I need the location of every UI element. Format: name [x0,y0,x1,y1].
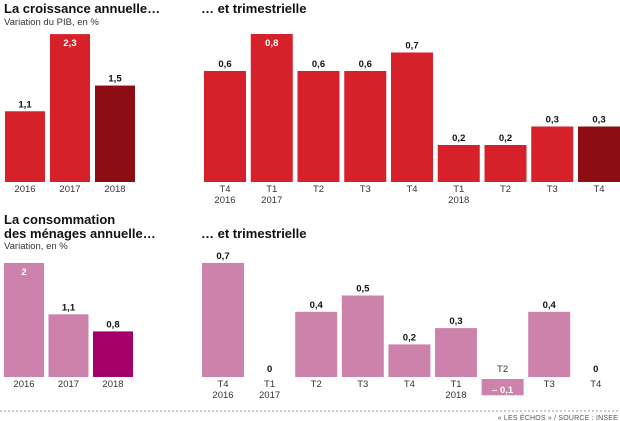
gdp-annual-subtitle: Variation du PIB, en % [4,17,99,28]
gdp_annual-bar-0 [5,111,45,182]
gdp_quarterly-value-label-4: 0,7 [405,41,418,52]
cons_quarterly-tick-label-3: T3 [357,379,368,390]
cons-annual-subtitle: Variation, en % [4,241,68,252]
gdp_quarterly-value-label-5: 0,2 [452,133,465,144]
cons_quarterly-value-label-0: 0,7 [216,251,229,262]
cons_annual-value-label-1: 1,1 [62,302,76,313]
cons_quarterly-tick-label-6: T2 [497,364,508,375]
cons_quarterly-tick-label-7: T3 [544,379,555,390]
cons_quarterly-tick-label-5: T1 [450,379,461,390]
gdp_quarterly-bar-5 [437,145,480,182]
cons_quarterly-bar-7 [528,311,571,377]
cons_quarterly-value-label-1: 0 [267,364,272,375]
cons_quarterly-tick-label-8: T4 [590,379,601,390]
gdp_quarterly-bar-0 [204,71,246,182]
gdp_quarterly-tick-label-0-year: 2016 [214,195,235,206]
gdp_annual-bar-2 [95,85,135,182]
cons_quarterly-tick-label-0-year: 2016 [212,390,233,401]
gdp-annual-title: La croissance annuelle… [4,1,160,16]
gdp_quarterly-tick-label-3: T3 [360,184,371,195]
cons_quarterly-bar-6 [481,379,524,396]
gdp_quarterly-bar-6 [484,145,527,182]
cons_quarterly-value-label-7: 0,4 [543,300,557,311]
cons_quarterly-tick-label-1: T1 [264,379,275,390]
cons_quarterly-value-label-5: 0,3 [449,316,462,327]
cons_quarterly-tick-label-5-year: 2018 [445,390,466,401]
cons_annual-bar-0 [4,263,44,377]
cons_annual-value-label-0: 2 [21,267,26,278]
cons_quarterly-tick-label-1-year: 2017 [259,390,280,401]
gdp-quarterly-title: … et trimestrielle [201,1,307,16]
gdp_quarterly-tick-label-2: T2 [313,184,324,195]
gdp_annual-bar-1 [50,34,90,182]
cons_quarterly-bar-4 [388,344,431,377]
gdp_quarterly-tick-label-5: T1 [453,184,464,195]
cons_quarterly-bar-3 [341,295,384,377]
gdp_quarterly-tick-label-8: T4 [593,184,604,195]
gdp_quarterly-value-label-8: 0,3 [592,115,605,126]
cons_quarterly-tick-label-4: T4 [404,379,415,390]
cons_quarterly-bar-0 [202,262,244,377]
gdp_quarterly-bar-8 [578,126,620,182]
gdp_quarterly-value-label-2: 0,6 [312,59,325,70]
gdp_quarterly-bar-4 [391,52,433,182]
gdp_quarterly-bar-1 [250,34,293,182]
gdp_quarterly-tick-label-1: T1 [266,184,277,195]
cons_quarterly-value-label-6: – 0,1 [492,385,514,396]
gdp_quarterly-bar-3 [344,71,387,182]
cons_quarterly-tick-label-2: T2 [311,379,322,390]
cons_annual-bar-2 [93,331,133,377]
gdp_annual-value-label-2: 1,5 [108,74,122,85]
gdp_quarterly-tick-label-0: T4 [219,184,230,195]
cons-quarterly-title: … et trimestrielle [201,226,307,241]
gdp_annual-tick-label-0: 2016 [14,184,35,195]
cons-annual-title-line1: La consommation [4,212,115,227]
gdp_quarterly-value-label-6: 0,2 [499,133,512,144]
cons_quarterly-value-label-3: 0,5 [356,284,370,295]
source-credit: « LES ÉCHOS » / SOURCE : INSEE [498,413,618,421]
cons_quarterly-bar-2 [295,311,338,377]
gdp_quarterly-tick-label-1-year: 2017 [261,195,282,206]
cons_quarterly-tick-label-0: T4 [217,379,228,390]
gdp_quarterly-value-label-1: 0,8 [265,38,278,49]
gdp_quarterly-value-label-3: 0,6 [359,59,372,70]
cons_quarterly-bar-5 [435,328,477,377]
gdp_quarterly-tick-label-5-year: 2018 [448,195,469,206]
gdp_quarterly-bar-2 [297,71,340,182]
cons_annual-tick-label-0: 2016 [13,379,34,390]
cons-annual-title-line2: des ménages annuelle… [4,226,156,241]
cons_quarterly-value-label-4: 0,2 [403,332,416,343]
gdp_quarterly-tick-label-7: T3 [547,184,558,195]
cons_quarterly-value-label-8: 0 [593,364,598,375]
gdp_quarterly-tick-label-4: T4 [406,184,417,195]
gdp_annual-value-label-0: 1,1 [18,99,32,110]
gdp_quarterly-value-label-7: 0,3 [546,115,559,126]
gdp_annual-value-label-1: 2,3 [63,38,76,49]
gdp_quarterly-value-label-0: 0,6 [218,59,231,70]
gdp_quarterly-bar-7 [531,126,574,182]
cons_annual-tick-label-2: 2018 [102,379,123,390]
cons_quarterly-value-label-2: 0,4 [310,300,324,311]
gdp_annual-tick-label-1: 2017 [59,184,80,195]
cons_annual-bar-1 [48,314,89,377]
cons_annual-tick-label-1: 2017 [58,379,79,390]
gdp_annual-tick-label-2: 2018 [104,184,125,195]
cons_annual-value-label-2: 0,8 [106,319,119,330]
gdp_quarterly-tick-label-6: T2 [500,184,511,195]
bars-layer: 1,120162,320171,520180,6T420160,8T120170… [4,34,620,401]
